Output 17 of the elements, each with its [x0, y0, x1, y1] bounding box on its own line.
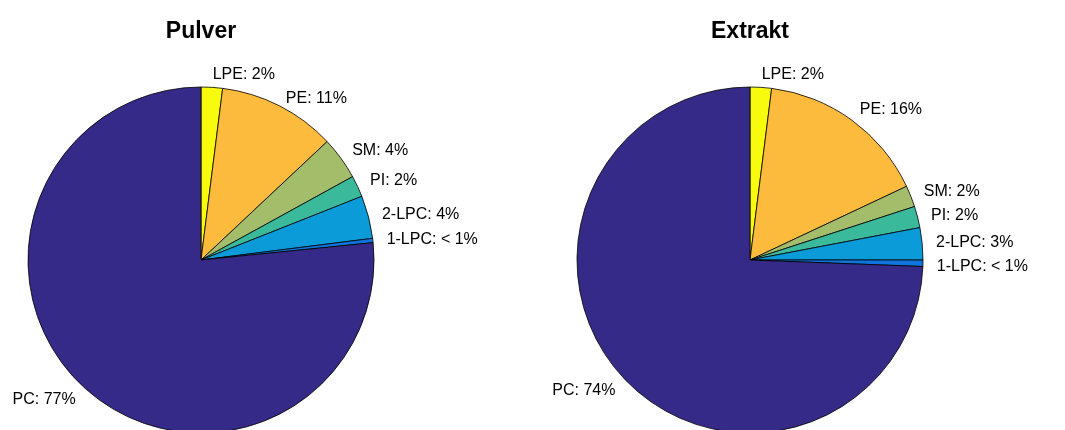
slice-label: 1-LPC: < 1% [386, 229, 478, 247]
slice-label: SM: 2% [923, 182, 980, 200]
slice-label: 2-LPC: 4% [381, 204, 460, 222]
slice-label: 1-LPC: < 1% [936, 257, 1028, 275]
slice-label: PC: 74% [552, 380, 616, 398]
slice-label: PI: 2% [370, 171, 418, 189]
pie-slice [576, 86, 924, 430]
chart-title: Extrakt [711, 17, 790, 43]
slice-label: PE: 11% [285, 88, 347, 106]
slice-label: SM: 4% [352, 141, 409, 159]
slice-label: PI: 2% [930, 206, 979, 224]
slice-label: PC: 77% [12, 389, 76, 407]
chart-title: Pulver [165, 17, 237, 43]
slice-label: LPE: 2% [761, 64, 824, 82]
slice-label: LPE: 2% [212, 64, 275, 82]
slice-label: 2-LPC: 3% [936, 233, 1014, 251]
slice-label: PE: 16% [859, 99, 923, 117]
